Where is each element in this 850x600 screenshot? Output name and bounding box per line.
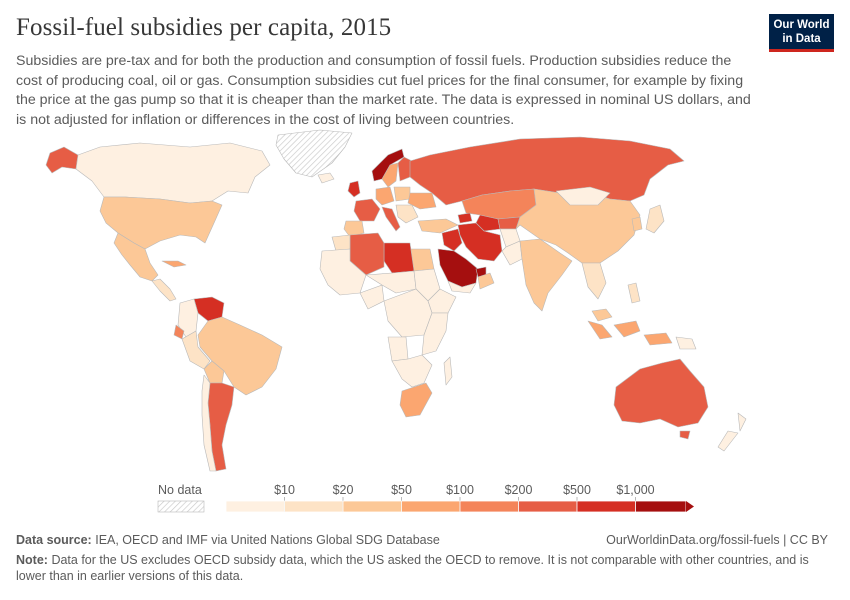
country-canada[interactable] — [75, 142, 271, 204]
world-map[interactable] — [0, 125, 850, 475]
data-source-label: Data source: — [16, 533, 92, 547]
chart-subtitle: Subsidies are pre-tax and for both the p… — [16, 53, 751, 128]
legend-tick-label: $100 — [446, 483, 474, 497]
country-oman[interactable] — [477, 272, 495, 290]
legend-bin-7[interactable] — [635, 500, 687, 513]
country-italy[interactable] — [381, 206, 401, 232]
country-iran[interactable] — [457, 222, 503, 262]
country-venezuela[interactable] — [193, 296, 225, 322]
country-madagascar[interactable] — [443, 356, 453, 386]
legend-tick-label: $1,000 — [616, 483, 654, 497]
map-legend: No data $10 $20 $50 $100 $200 $500 $1,000 — [157, 483, 694, 513]
note-text: Data for the US excludes OECD subsidy da… — [16, 553, 809, 583]
country-chile[interactable] — [201, 374, 217, 472]
legend-arrow — [686, 501, 694, 512]
country-ukraine[interactable] — [407, 192, 437, 210]
country-mongolia[interactable] — [555, 186, 611, 206]
country-southeast-asia[interactable] — [581, 262, 607, 300]
country-united-states[interactable] — [99, 196, 223, 250]
legend-bin-0[interactable] — [225, 500, 285, 513]
legend-bin-6[interactable] — [576, 500, 636, 513]
country-australia[interactable] — [613, 358, 709, 428]
note-label: Note: — [16, 553, 48, 567]
country-iceland[interactable] — [317, 172, 335, 184]
country-libya[interactable] — [383, 242, 415, 274]
country-india[interactable] — [519, 238, 573, 312]
country-nigeria[interactable] — [359, 284, 385, 310]
country-us-alaska[interactable] — [45, 146, 79, 174]
note-line: Note: Data for the US excludes OECD subs… — [16, 553, 831, 584]
country-greenland[interactable] — [275, 129, 353, 178]
country-france[interactable] — [353, 198, 381, 222]
country-morocco[interactable] — [331, 234, 351, 252]
legend-tick-label: $200 — [505, 483, 533, 497]
country-germany[interactable] — [375, 186, 395, 206]
legend-tick-label: $500 — [563, 483, 591, 497]
country-azerbaijan[interactable] — [457, 212, 473, 224]
logo-line-2: in Data — [782, 33, 821, 45]
legend-bin-1[interactable] — [284, 500, 344, 513]
country-central-america[interactable] — [151, 278, 177, 302]
country-balkans[interactable] — [395, 204, 419, 224]
legend-bin-4[interactable] — [459, 500, 519, 513]
legend-tick-label: $50 — [391, 483, 412, 497]
legend-color-scale: $10 $20 $50 $100 $200 $500 $1,000 — [225, 483, 694, 513]
country-philippines[interactable] — [627, 282, 641, 304]
country-united-kingdom[interactable] — [347, 180, 361, 198]
chart-title: Fossil-fuel subsidies per capita, 2015 — [16, 14, 392, 41]
country-yemen[interactable] — [447, 280, 477, 294]
source-url[interactable]: OurWorldinData.org/fossil-fuels | CC BY — [606, 533, 828, 547]
country-bolivia[interactable] — [203, 360, 225, 384]
country-peru[interactable] — [181, 330, 211, 370]
country-norway[interactable] — [371, 148, 405, 182]
country-papua-new-guinea[interactable] — [675, 336, 697, 350]
logo-accent-bar — [769, 49, 834, 52]
data-source-line: Data source: IEA, OECD and IMF via Unite… — [16, 533, 440, 547]
legend-no-data-label: No data — [158, 483, 202, 497]
legend-tick-label: $10 — [274, 483, 295, 497]
country-tasmania[interactable] — [679, 430, 691, 440]
country-malaysia[interactable] — [591, 308, 613, 322]
legend-bin-5[interactable] — [518, 500, 578, 513]
country-korea[interactable] — [631, 216, 643, 232]
country-southern-africa[interactable] — [391, 354, 433, 388]
country-south-africa[interactable] — [399, 382, 433, 418]
country-brazil[interactable] — [197, 316, 283, 396]
country-indonesia[interactable] — [587, 320, 673, 346]
country-new-zealand[interactable] — [717, 412, 747, 452]
legend-bin-3[interactable] — [401, 500, 461, 513]
data-source-text: IEA, OECD and IMF via United Nations Glo… — [95, 533, 440, 547]
legend-bin-2[interactable] — [342, 500, 402, 513]
country-poland[interactable] — [393, 186, 411, 202]
logo-line-1: Our World — [773, 19, 830, 31]
country-saudi-arabia[interactable] — [437, 248, 479, 288]
country-cuba[interactable] — [161, 260, 187, 268]
owid-logo[interactable]: Our World in Data — [769, 14, 834, 52]
country-japan[interactable] — [645, 204, 665, 234]
country-iraq[interactable] — [441, 228, 463, 252]
country-turkey[interactable] — [417, 218, 459, 234]
country-angola[interactable] — [387, 336, 409, 362]
legend-tick-label: $20 — [333, 483, 354, 497]
country-turkmenistan[interactable] — [475, 214, 501, 232]
country-sweden[interactable] — [381, 162, 399, 188]
legend-no-data-swatch — [157, 500, 205, 513]
